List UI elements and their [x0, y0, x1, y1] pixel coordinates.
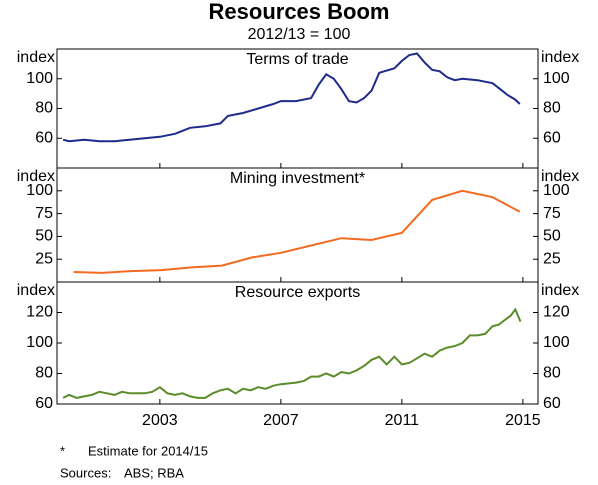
x-tick-label: 2015: [505, 412, 541, 429]
panel-title: Mining investment*: [230, 170, 365, 187]
sources: ABS; RBA: [124, 465, 184, 480]
series-line: [73, 189, 521, 274]
sources-label: Sources:: [60, 465, 111, 480]
panel-title: Terms of trade: [246, 51, 348, 68]
y2-tick-label: 100: [543, 70, 570, 87]
y2-tick-label: 80: [543, 365, 561, 382]
x-tick-label: 2007: [263, 412, 299, 429]
y-tick-label: 50: [35, 228, 53, 245]
series-line: [62, 52, 521, 143]
chart-title: Resources Boom: [209, 0, 390, 24]
y-axis-label: index: [17, 282, 55, 299]
y2-tick-label: 25: [543, 250, 561, 267]
y-tick-label: 75: [35, 205, 53, 222]
y2-tick-label: 120: [543, 304, 570, 321]
y2-axis-label: index: [541, 49, 579, 66]
y2-tick-label: 100: [543, 182, 570, 199]
x-tick-label: 2003: [142, 412, 178, 429]
y-tick-label: 60: [35, 395, 53, 412]
x-tick-label: 2011: [385, 412, 420, 429]
y2-axis-label: index: [541, 282, 579, 299]
series-line: [62, 307, 522, 399]
y2-tick-label: 50: [543, 228, 561, 245]
footnote-marker: *: [60, 443, 65, 458]
y-tick-label: 60: [35, 129, 53, 146]
y-axis-label: index: [17, 49, 55, 66]
y2-tick-label: 60: [543, 129, 561, 146]
y-axis-label: index: [17, 168, 55, 185]
y2-tick-label: 100: [543, 334, 570, 351]
y-tick-label: 80: [35, 365, 53, 382]
y-tick-label: 100: [26, 334, 53, 351]
y-tick-label: 25: [35, 250, 53, 267]
chart-subtitle: 2012/13 = 100: [248, 26, 351, 43]
y-tick-label: 100: [26, 182, 53, 199]
y-tick-label: 120: [26, 304, 53, 321]
y-tick-label: 100: [26, 70, 53, 87]
panel-title: Resource exports: [235, 284, 360, 301]
y2-tick-label: 80: [543, 100, 561, 117]
footnote: Estimate for 2014/15: [88, 443, 208, 458]
y-tick-label: 80: [35, 100, 53, 117]
y2-axis-label: index: [541, 168, 579, 185]
y2-tick-label: 75: [543, 205, 561, 222]
y2-tick-label: 60: [543, 395, 561, 412]
